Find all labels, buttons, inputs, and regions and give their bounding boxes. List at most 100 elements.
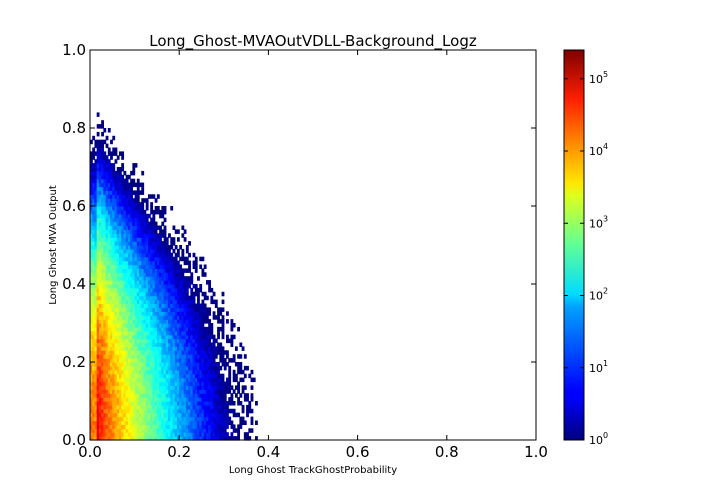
heatmap-cell [179, 362, 183, 367]
chart-title: Long_Ghost-MVAOutVDLL-Background_Logz [149, 32, 477, 51]
heatmap-cell [194, 323, 198, 328]
heatmap-cell [174, 373, 178, 379]
heatmap-cell [141, 268, 145, 273]
heatmap-cell [105, 217, 109, 223]
heatmap-cell [98, 182, 102, 188]
heatmap-cell [127, 428, 131, 433]
heatmap-cell [248, 408, 252, 414]
heatmap-cell [176, 401, 180, 406]
heatmap-cell [179, 350, 183, 355]
heatmap-cell [123, 373, 127, 379]
heatmap-cell [121, 432, 125, 437]
heatmap-cell [172, 393, 176, 398]
heatmap-cell [147, 365, 151, 371]
heatmap-cell [123, 206, 127, 211]
heatmap-cell [116, 346, 120, 351]
heatmap-cell [219, 408, 223, 414]
heatmap-cell [232, 436, 236, 441]
heatmap-cell [154, 221, 158, 227]
heatmap-cell [181, 342, 185, 347]
heatmap-cell [197, 319, 200, 324]
heatmap-cell [130, 307, 133, 312]
heatmap-cell [112, 264, 116, 269]
heatmap-cell [154, 330, 158, 336]
heatmap-cell [205, 326, 209, 332]
heatmap-cell [110, 315, 113, 320]
heatmap-cell [165, 334, 169, 340]
heatmap-cell [165, 272, 169, 277]
heatmap-cell [170, 358, 174, 363]
heatmap-cell [107, 362, 111, 367]
heatmap-cell [181, 424, 185, 429]
heatmap-cell [183, 369, 187, 375]
heatmap-cell [154, 432, 158, 437]
heatmap-cell [116, 248, 120, 254]
heatmap-cell [127, 385, 131, 390]
heatmap-cell [152, 401, 156, 406]
heatmap-cell [116, 241, 120, 246]
heatmap-cell [118, 358, 122, 363]
heatmap-cell [154, 389, 158, 394]
heatmap-cell [168, 346, 171, 351]
heatmap-cell [98, 381, 102, 386]
heatmap-cell [90, 393, 93, 398]
heatmap-cell [159, 245, 162, 250]
heatmap-cell [172, 287, 176, 293]
heatmap-cell [170, 268, 174, 273]
heatmap-cell [188, 424, 191, 429]
heatmap-cell [197, 299, 200, 305]
heatmap-cell [203, 338, 207, 344]
heatmap-cell [92, 377, 96, 383]
heatmap-cell [190, 276, 194, 281]
heatmap-cell [188, 412, 191, 418]
heatmap-cell [239, 424, 243, 429]
heatmap-cell [163, 303, 167, 308]
heatmap-cell [103, 311, 107, 316]
heatmap-cell [114, 401, 118, 406]
heatmap-cell [114, 159, 118, 164]
x-axis-label: Long Ghost TrackGhostProbability [229, 465, 397, 476]
heatmap-cell [161, 330, 165, 336]
heatmap-cell [103, 170, 107, 176]
heatmap-cell [219, 311, 223, 316]
heatmap-cell [197, 432, 200, 437]
heatmap-cell [197, 342, 200, 347]
heatmap-cell [143, 404, 147, 410]
heatmap-cell [159, 264, 162, 269]
heatmap-cell [168, 330, 171, 336]
heatmap-cell [223, 350, 227, 355]
heatmap-cell [112, 346, 116, 351]
heatmap-cell [190, 334, 194, 340]
heatmap-cell [101, 120, 104, 125]
heatmap-cell [150, 342, 154, 347]
heatmap-cell [110, 295, 113, 301]
heatmap-cell [112, 342, 116, 347]
heatmap-cell [179, 432, 183, 437]
heatmap-cell [125, 381, 129, 386]
heatmap-cell [132, 381, 136, 386]
heatmap-cell [112, 151, 116, 156]
heatmap-cell [136, 291, 140, 297]
heatmap-cell [208, 319, 212, 324]
heatmap-cell [101, 284, 104, 289]
heatmap-cell [130, 338, 133, 344]
heatmap-cell [130, 330, 133, 336]
heatmap-cell [125, 217, 129, 223]
heatmap-cell [103, 342, 107, 347]
heatmap-cell [170, 334, 174, 340]
heatmap-cell [163, 377, 167, 383]
heatmap-cell [127, 264, 131, 269]
heatmap-cell [125, 319, 129, 324]
heatmap-cell [130, 381, 133, 386]
heatmap-cell [199, 264, 203, 269]
heatmap-cell [168, 342, 171, 347]
heatmap-cell [161, 260, 165, 266]
heatmap-cell [141, 365, 145, 371]
heatmap-cell [110, 420, 113, 425]
heatmap-cell [212, 291, 216, 297]
heatmap-cell [114, 221, 118, 227]
heatmap-cell [103, 346, 107, 351]
heatmap-cell [130, 393, 133, 398]
heatmap-cell [92, 194, 96, 199]
heatmap-cell [217, 424, 220, 429]
